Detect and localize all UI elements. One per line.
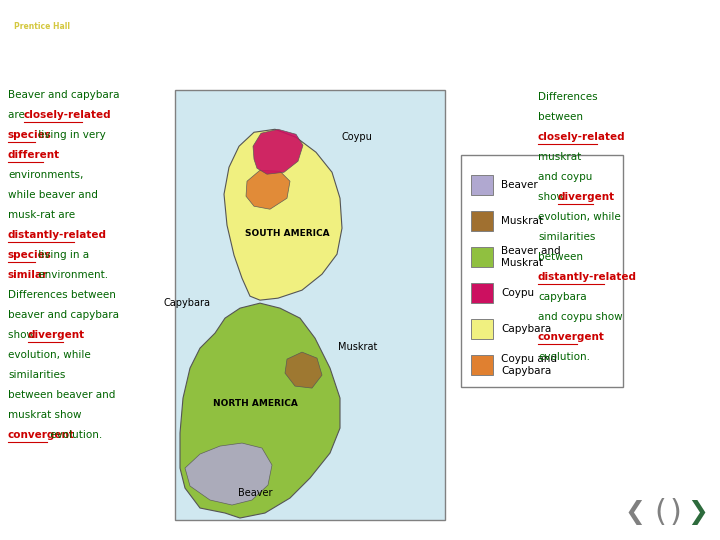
Text: between: between (538, 112, 583, 122)
Text: Section 16-3: Section 16-3 (122, 59, 192, 69)
Text: Coypu: Coypu (342, 132, 373, 142)
Text: ❯: ❯ (688, 500, 708, 524)
Text: Capybara: Capybara (501, 324, 552, 334)
Text: are: are (8, 110, 28, 120)
Polygon shape (185, 443, 272, 505)
Text: divergent: divergent (27, 330, 85, 340)
Text: evolution.: evolution. (538, 352, 590, 362)
Text: environment.: environment. (35, 270, 109, 280)
Text: evolution, while: evolution, while (8, 350, 91, 360)
Polygon shape (246, 170, 290, 209)
Text: Capybara: Capybara (163, 298, 210, 308)
Text: environments,: environments, (8, 170, 84, 180)
Text: muskrat: muskrat (538, 152, 581, 162)
Text: ❮: ❮ (624, 500, 646, 524)
Text: divergent: divergent (557, 192, 615, 202)
FancyBboxPatch shape (175, 90, 445, 520)
Text: different: different (8, 150, 60, 160)
Bar (471, 319, 493, 339)
Text: similarities: similarities (8, 370, 66, 380)
Text: © Pearson Education, Inc., publishing as Pearson Prentice Hall. All rights reser: © Pearson Education, Inc., publishing as… (216, 0, 476, 5)
Text: between beaver and: between beaver and (8, 390, 115, 400)
Text: Coypu and
Capybara: Coypu and Capybara (501, 354, 557, 376)
Text: between: between (538, 252, 583, 262)
Bar (471, 283, 493, 303)
Text: Differences between: Differences between (8, 290, 116, 300)
FancyBboxPatch shape (461, 156, 623, 387)
Polygon shape (180, 303, 340, 518)
Text: musk-rat are: musk-rat are (8, 210, 75, 220)
Text: Muskrat: Muskrat (338, 342, 377, 352)
Text: while beaver and: while beaver and (8, 190, 98, 200)
Text: closely-related: closely-related (24, 110, 111, 120)
Text: NORTH AMERICA: NORTH AMERICA (212, 399, 297, 408)
Bar (471, 247, 493, 267)
Text: (: ( (654, 497, 666, 526)
Text: Biology: Biology (14, 35, 143, 66)
Text: Coypu: Coypu (501, 288, 534, 298)
Text: similar: similar (8, 270, 48, 280)
Text: and coypu show: and coypu show (538, 312, 623, 322)
Text: muskrat show: muskrat show (8, 410, 81, 420)
Text: Prentice Hall: Prentice Hall (14, 22, 71, 31)
Text: distantly-related: distantly-related (8, 230, 107, 240)
Text: living in very: living in very (35, 130, 106, 140)
Text: beaver and capybara: beaver and capybara (8, 310, 119, 320)
Text: SOUTH AMERICA: SOUTH AMERICA (245, 229, 329, 238)
Text: show: show (538, 192, 568, 202)
Text: closely-related: closely-related (538, 132, 626, 142)
Text: Beaver and
Muskrat: Beaver and Muskrat (501, 246, 561, 268)
Text: Beaver: Beaver (501, 180, 538, 190)
Text: similarities: similarities (538, 232, 595, 242)
Text: convergent: convergent (8, 430, 75, 440)
Text: show: show (8, 330, 38, 340)
Bar (471, 211, 493, 231)
Text: Beaver: Beaver (238, 488, 272, 498)
Text: and coypu: and coypu (538, 172, 593, 182)
Text: Figure 15–14 Geographic Distribution of
Living Species: Figure 15–14 Geographic Distribution of … (216, 19, 621, 60)
Text: species: species (8, 130, 52, 140)
Polygon shape (253, 129, 303, 174)
Text: distantly-related: distantly-related (538, 272, 637, 282)
Polygon shape (285, 352, 322, 388)
Text: Differences: Differences (538, 92, 598, 102)
Bar (471, 355, 493, 375)
Text: capybara: capybara (538, 292, 587, 302)
Text: ): ) (669, 497, 681, 526)
Polygon shape (224, 129, 342, 300)
Text: species: species (8, 250, 52, 260)
Text: evolution.: evolution. (47, 430, 102, 440)
Text: convergent: convergent (538, 332, 605, 342)
Text: Beaver and capybara: Beaver and capybara (8, 90, 120, 100)
Text: Muskrat: Muskrat (501, 216, 543, 226)
Text: evolution, while: evolution, while (538, 212, 621, 222)
Text: living in a: living in a (35, 250, 89, 260)
Bar (471, 176, 493, 195)
